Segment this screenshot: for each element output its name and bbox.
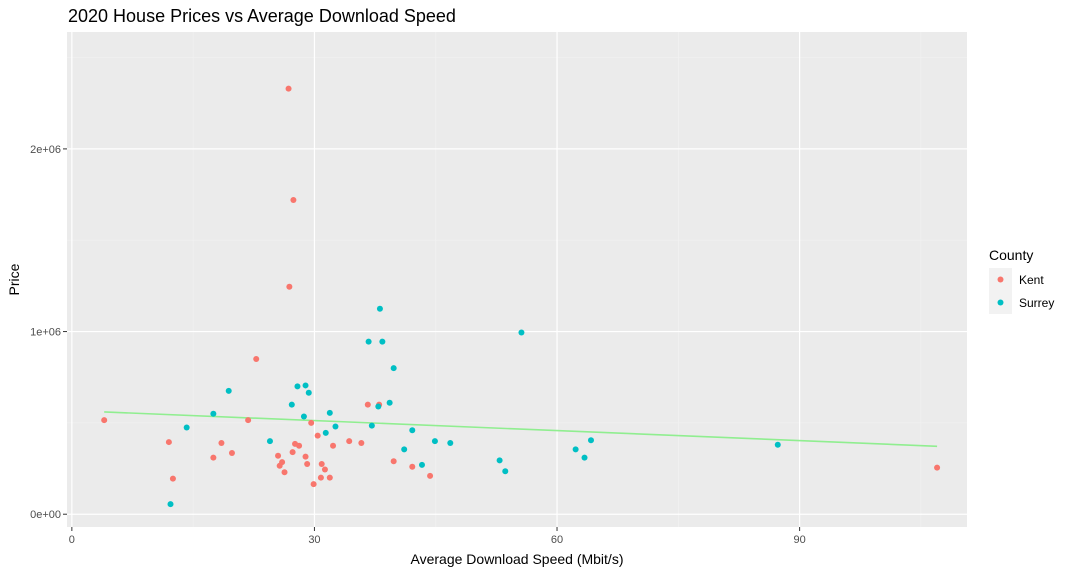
data-point-kent xyxy=(302,453,309,460)
chart-title: 2020 House Prices vs Average Download Sp… xyxy=(68,6,456,26)
legend-marker-surrey xyxy=(997,299,1004,306)
data-point-kent xyxy=(275,452,282,459)
data-point-kent xyxy=(330,442,337,449)
data-point-kent xyxy=(390,458,397,465)
data-point-kent xyxy=(165,439,172,446)
data-point-kent xyxy=(285,85,292,92)
data-point-surrey xyxy=(386,399,393,406)
data-point-surrey xyxy=(300,413,307,420)
data-point-kent xyxy=(296,442,303,449)
data-point-surrey xyxy=(368,422,375,429)
data-point-kent xyxy=(210,454,217,461)
x-axis-title: Average Download Speed (Mbit/s) xyxy=(411,551,624,567)
x-tick-label: 0 xyxy=(69,534,75,546)
y-axis-title: Price xyxy=(6,263,22,295)
data-point-kent xyxy=(304,460,311,467)
data-point-surrey xyxy=(401,446,408,453)
data-point-surrey xyxy=(305,389,312,396)
y-tick-label: 2e+06 xyxy=(30,144,61,156)
data-point-kent xyxy=(358,439,365,446)
data-point-surrey xyxy=(518,329,525,336)
x-tick-label: 90 xyxy=(793,534,805,546)
trend-line-group xyxy=(104,411,938,448)
legend-label-surrey: Surrey xyxy=(1019,296,1054,310)
data-point-kent xyxy=(290,197,297,204)
data-point-surrey xyxy=(447,439,454,446)
legend: County Kent Surrey xyxy=(989,247,1054,314)
data-point-kent xyxy=(279,459,286,466)
data-point-surrey xyxy=(375,403,382,410)
data-point-surrey xyxy=(167,501,174,508)
legend-title: County xyxy=(989,247,1033,263)
data-points xyxy=(101,85,941,508)
data-point-surrey xyxy=(587,437,594,444)
data-point-kent xyxy=(346,438,353,445)
data-point-kent xyxy=(427,472,434,479)
data-point-kent xyxy=(326,474,333,481)
data-point-kent xyxy=(934,464,941,471)
data-point-surrey xyxy=(581,454,588,461)
data-point-surrey xyxy=(496,457,503,464)
data-point-surrey xyxy=(266,438,273,445)
data-point-surrey xyxy=(183,424,190,431)
data-point-surrey xyxy=(418,461,425,468)
data-point-kent xyxy=(286,283,293,290)
data-point-kent xyxy=(289,449,296,456)
gridlines xyxy=(67,32,967,527)
data-point-surrey xyxy=(502,468,509,475)
data-point-surrey xyxy=(322,429,329,436)
data-point-kent xyxy=(253,355,260,362)
data-point-kent xyxy=(218,439,225,446)
y-tick-label: 1e+06 xyxy=(30,327,61,339)
x-axis: 0 30 60 90 xyxy=(69,527,806,546)
data-point-kent xyxy=(228,450,235,457)
data-point-kent xyxy=(169,475,176,482)
data-point-surrey xyxy=(376,305,383,312)
data-point-kent xyxy=(318,460,325,467)
data-point-kent xyxy=(409,463,416,470)
data-point-surrey xyxy=(365,338,372,345)
data-point-kent xyxy=(310,481,317,488)
data-point-surrey xyxy=(332,423,339,430)
legend-label-kent: Kent xyxy=(1019,273,1044,287)
x-tick-label: 30 xyxy=(308,534,320,546)
plot-panel xyxy=(67,32,967,527)
data-point-surrey xyxy=(225,387,232,394)
data-point-kent xyxy=(308,419,315,426)
data-point-surrey xyxy=(210,410,217,417)
data-point-kent xyxy=(281,469,288,476)
data-point-surrey xyxy=(774,441,781,448)
y-axis: 0e+00 1e+06 2e+06 xyxy=(30,144,67,521)
data-point-surrey xyxy=(288,401,295,408)
trend-line xyxy=(104,411,938,448)
legend-marker-kent xyxy=(997,276,1004,283)
data-point-kent xyxy=(101,417,108,424)
data-point-surrey xyxy=(379,338,386,345)
data-point-surrey xyxy=(572,446,579,453)
data-point-kent xyxy=(245,417,252,424)
data-point-surrey xyxy=(294,383,301,390)
y-tick-label: 0e+00 xyxy=(30,509,61,521)
data-point-kent xyxy=(317,474,324,481)
data-point-kent xyxy=(314,432,321,439)
data-point-surrey xyxy=(326,409,333,416)
data-point-kent xyxy=(364,401,371,408)
data-point-surrey xyxy=(390,365,397,372)
data-point-surrey xyxy=(409,427,416,434)
x-tick-label: 60 xyxy=(551,534,563,546)
data-point-surrey xyxy=(431,438,438,445)
data-point-kent xyxy=(321,466,328,473)
data-point-surrey xyxy=(302,382,309,389)
